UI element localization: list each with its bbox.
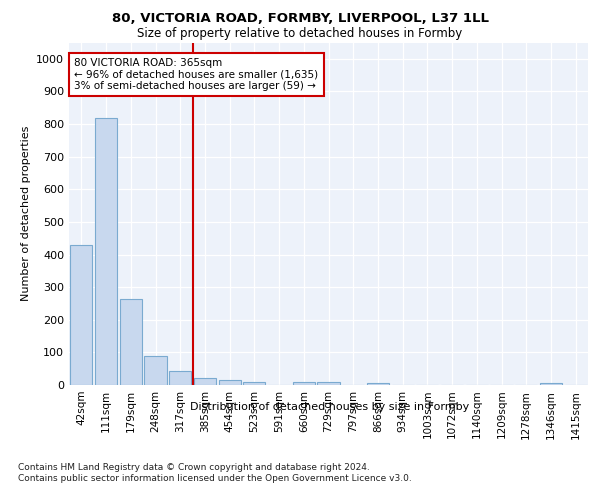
Text: Size of property relative to detached houses in Formby: Size of property relative to detached ho… xyxy=(137,28,463,40)
Bar xyxy=(145,356,167,385)
Text: 80, VICTORIA ROAD, FORMBY, LIVERPOOL, L37 1LL: 80, VICTORIA ROAD, FORMBY, LIVERPOOL, L3… xyxy=(112,12,488,26)
Bar xyxy=(317,382,340,385)
Text: Contains HM Land Registry data © Crown copyright and database right 2024.: Contains HM Land Registry data © Crown c… xyxy=(18,462,370,471)
Bar xyxy=(194,378,216,385)
Bar xyxy=(218,380,241,385)
Bar xyxy=(169,371,191,385)
Bar xyxy=(95,118,117,385)
Bar xyxy=(243,382,265,385)
Bar xyxy=(540,384,562,385)
Bar xyxy=(70,244,92,385)
Bar xyxy=(293,382,315,385)
Text: Distribution of detached houses by size in Formby: Distribution of detached houses by size … xyxy=(190,402,470,412)
Text: Contains public sector information licensed under the Open Government Licence v3: Contains public sector information licen… xyxy=(18,474,412,483)
Y-axis label: Number of detached properties: Number of detached properties xyxy=(20,126,31,302)
Bar xyxy=(119,298,142,385)
Bar xyxy=(367,384,389,385)
Text: 80 VICTORIA ROAD: 365sqm
← 96% of detached houses are smaller (1,635)
3% of semi: 80 VICTORIA ROAD: 365sqm ← 96% of detach… xyxy=(74,58,319,91)
